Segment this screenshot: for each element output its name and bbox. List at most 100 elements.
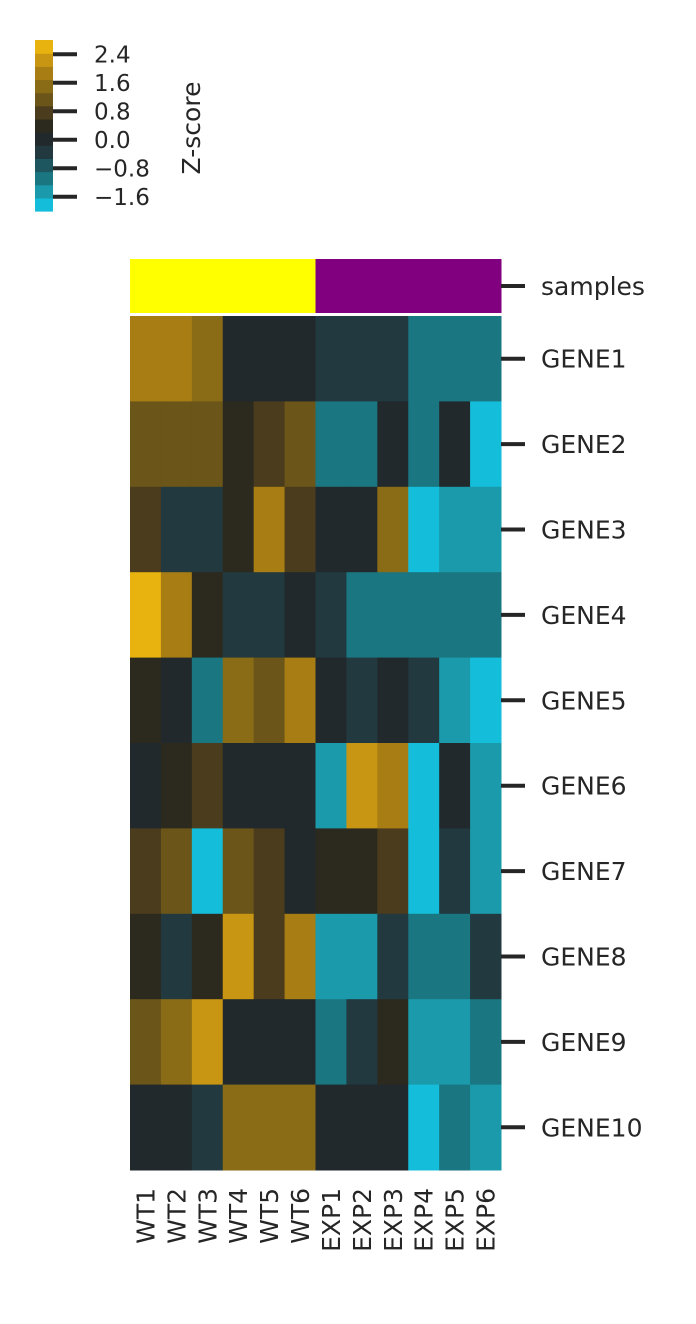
heatmap-cell <box>470 999 502 1086</box>
heatmap-cell <box>191 913 224 1000</box>
heatmap-cell <box>346 1084 378 1171</box>
heatmap-cell <box>130 913 162 1000</box>
heatmap-cell <box>346 316 378 402</box>
heatmap-cell <box>439 657 471 744</box>
heatmap-cell <box>253 1084 286 1171</box>
heatmap-cell <box>470 913 502 1000</box>
heatmap-cell <box>439 743 471 829</box>
sample-label: EXP1 <box>317 1188 346 1252</box>
heatmap-cell <box>439 999 471 1086</box>
colorbar-label: Z-score <box>177 82 206 175</box>
heatmap-cell <box>346 657 378 744</box>
heatmap-cell <box>284 743 316 829</box>
heatmap-cell <box>160 486 193 573</box>
heatmap-cell <box>222 401 255 488</box>
heatmap-cell <box>160 401 193 488</box>
sample-label: WT4 <box>224 1188 253 1244</box>
colorbar-segment <box>35 184 53 199</box>
gene-label: GENE3 <box>541 516 627 545</box>
heatmap-cell <box>408 657 440 744</box>
colorbar-tick-label: 2.4 <box>94 42 131 68</box>
heatmap-cell <box>439 828 471 915</box>
heatmap-cell <box>253 572 286 659</box>
gene-label: GENE5 <box>541 686 627 715</box>
heatmap-cell <box>284 913 316 1000</box>
annotation-cell <box>160 259 193 313</box>
heatmap-cell <box>408 913 440 1000</box>
annotation-cell <box>315 259 347 313</box>
heatmap-cell <box>377 1084 409 1171</box>
heatmap-cell <box>284 486 316 573</box>
heatmap-cell <box>160 828 193 915</box>
colorbar-tick-label: −1.6 <box>94 185 150 211</box>
sample-labels: WT1 WT2 WT3 WT4 WT5 WT6 EXP1 EXP2 EXP3 EXP4 EXP5 EX… <box>131 1188 500 1252</box>
heatmap-cell <box>439 316 471 402</box>
heatmap-cell <box>408 316 440 402</box>
heatmap-cell <box>377 572 409 659</box>
colorbar-segment <box>35 40 53 54</box>
heatmap-cell <box>408 1084 440 1171</box>
heatmap-cell <box>315 657 347 744</box>
heatmap-cell <box>315 401 347 488</box>
heatmap-cell <box>315 486 347 573</box>
heatmap-cell <box>191 999 224 1086</box>
annotation-cell <box>284 259 316 313</box>
sample-label: EXP2 <box>348 1188 377 1252</box>
gene-label: GENE2 <box>541 430 627 459</box>
heatmap-cell <box>315 572 347 659</box>
heatmap-cell <box>222 486 255 573</box>
sample-label: EXP6 <box>472 1188 501 1252</box>
heatmap-cell <box>470 1084 502 1171</box>
heatmap-cell <box>130 657 162 744</box>
heatmap-cell <box>160 913 193 1000</box>
heatmap-cell <box>222 999 255 1086</box>
colorbar: 2.4 1.60.8 0.0−0.8 −1.6 Z-score <box>35 40 206 212</box>
heatmap-cell <box>408 401 440 488</box>
heatmap-cell <box>346 999 378 1086</box>
heatmap-cell <box>377 743 409 829</box>
heatmap-cell <box>439 572 471 659</box>
heatmap-cell <box>377 657 409 744</box>
heatmap-cell <box>377 401 409 488</box>
colorbar-segment <box>35 105 53 120</box>
heatmap-cell <box>315 828 347 915</box>
heatmap-cell <box>222 316 255 402</box>
heatmap-cell <box>191 657 224 744</box>
heatmap-cell <box>284 828 316 915</box>
heatmap-cell <box>377 828 409 915</box>
heatmap-cell <box>130 401 162 488</box>
colorbar-tick-label: 1.6 <box>94 71 131 97</box>
gene-labels: GENE1 GENE2 GENE3 GENE4 GENE5 GENE6 GENE7 GENE8… <box>501 345 642 1142</box>
colorbar-segment <box>35 66 53 81</box>
gene-label: GENE8 <box>541 943 627 972</box>
colorbar-tick-label: 0.8 <box>94 99 131 125</box>
heatmap-cell <box>130 486 162 573</box>
heatmap-cell <box>439 486 471 573</box>
sample-label: EXP5 <box>441 1188 470 1252</box>
heatmap-cell <box>439 401 471 488</box>
sample-annotation-bar: samples <box>130 259 645 313</box>
heatmap-cell <box>284 999 316 1086</box>
heatmap-cell <box>160 999 193 1086</box>
heatmap-cell <box>253 316 286 402</box>
colorbar-segment <box>35 118 53 133</box>
heatmap-cell <box>470 401 502 488</box>
colorbar-segment <box>35 92 53 107</box>
colorbar-segment <box>35 145 53 159</box>
heatmap-cell <box>408 828 440 915</box>
annotation-cell <box>408 259 440 313</box>
heatmap-cell <box>470 572 502 659</box>
sample-label: WT2 <box>162 1188 191 1244</box>
heatmap-cell <box>130 743 162 829</box>
heatmap-cell <box>253 828 286 915</box>
annotation-cell <box>470 259 502 313</box>
heatmap-cell <box>253 401 286 488</box>
annotation-label: samples <box>541 272 645 301</box>
heatmap-cell <box>284 572 316 659</box>
annotation-cell <box>346 259 378 313</box>
heatmap-cell <box>284 1084 316 1171</box>
heatmap-cell <box>222 743 255 829</box>
heatmap-cell <box>470 316 502 402</box>
heatmap-cell <box>315 999 347 1086</box>
heatmap-cell <box>160 316 193 402</box>
